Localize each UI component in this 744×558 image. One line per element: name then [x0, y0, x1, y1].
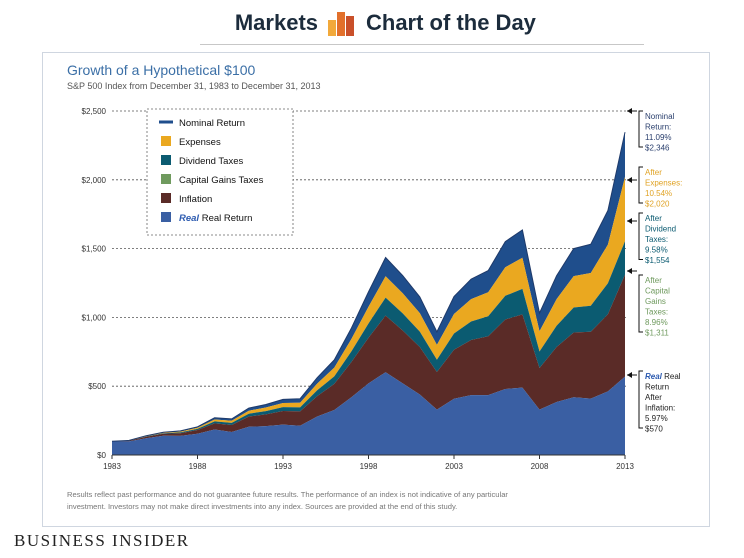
annotation-text: $2,020 [645, 200, 670, 209]
annotation-arrowhead [627, 372, 632, 378]
x-tick-label: 1988 [189, 462, 207, 471]
area-real-return [112, 372, 625, 455]
annotation-text: Dividend [645, 225, 676, 234]
legend-label: Inflation [179, 194, 212, 205]
legend: Nominal Return Expenses Dividend Taxes Capi… [146, 108, 294, 236]
annotation-text: After [645, 393, 662, 402]
annotation-text: Return: [645, 123, 671, 132]
annotation-arrowhead [627, 268, 632, 274]
legend-swatch [161, 174, 171, 184]
x-tick-label: 2013 [616, 462, 634, 471]
nominal-return-line [111, 132, 626, 442]
annotation-text: $1,554 [645, 256, 670, 265]
disclaimer-line: investment. Investors may not make direc… [67, 502, 457, 511]
area-inflation [112, 274, 625, 442]
x-tick-label: 2003 [445, 462, 463, 471]
annotation-text: $1,311 [645, 329, 669, 338]
logo-bar [328, 20, 336, 36]
annotation-bracket [638, 166, 643, 204]
legend-swatch [161, 136, 171, 146]
annotation-text: After [645, 276, 662, 285]
annotation-text: Real Real [645, 372, 681, 381]
business-insider-brand: BUSINESS INSIDER [14, 531, 190, 550]
annotation-text: Nominal [645, 112, 675, 121]
annotation-text: 10.54% [645, 189, 672, 198]
logo-bar [337, 12, 345, 36]
header: Markets Chart of the Day [0, 0, 744, 46]
logo-bar [346, 16, 354, 36]
legend-swatch [161, 193, 171, 203]
disclaimer-line: Results reflect past performance and do … [67, 490, 508, 499]
legend-label: Real Real Return [179, 213, 252, 224]
annotation-text: After [645, 214, 662, 223]
y-tick-label: $2,000 [82, 176, 107, 185]
y-tick-label: $2,500 [82, 107, 107, 116]
chart-of-the-day-title: Chart of the Day [366, 10, 536, 35]
annotation-text: Capital [645, 287, 670, 296]
annotation-text: Return [645, 383, 669, 392]
y-tick-label: $1,500 [82, 245, 107, 254]
bar-chart-logo-icon [328, 12, 354, 36]
annotation-text: Gains [645, 297, 666, 306]
annotation-text: Taxes: [645, 308, 668, 317]
y-tick-label: $0 [97, 451, 106, 460]
axes: $0 $500 $1,000 $1,500 $2,000 $2,500 1983 1988 19… [82, 107, 635, 471]
annotation-text: Taxes: [645, 235, 668, 244]
annotation-text: After [645, 168, 662, 177]
legend-swatch [161, 155, 171, 165]
annotation-italic-prefix: Real [645, 372, 663, 381]
annotation-arrowhead [627, 108, 632, 114]
annotation-text: 8.96% [645, 318, 668, 327]
annotation-text: Expenses: [645, 179, 682, 188]
x-tick-label: 2008 [531, 462, 549, 471]
annotations: Nominal Return:11.09% $2,346 After Expenses:… [627, 108, 682, 434]
annotation-bracket [638, 212, 643, 260]
annotation-arrowhead [627, 177, 632, 183]
annotation-text: 11.09% [645, 133, 672, 142]
legend-label: Capital Gains Taxes [179, 175, 264, 186]
x-tick-label: 1993 [274, 462, 292, 471]
y-tick-label: $500 [88, 382, 106, 391]
chart-subtitle: S&P 500 Index from December 31, 1983 to … [67, 81, 321, 91]
annotation-text: 5.97% [645, 414, 668, 423]
legend-label: Dividend Taxes [179, 156, 244, 167]
legend-swatch [161, 212, 171, 222]
annotation-bracket [638, 274, 643, 333]
legend-label-text: Real Return [202, 213, 253, 224]
annotation-bracket [638, 110, 643, 148]
legend-box [146, 108, 294, 236]
y-tick-label: $1,000 [82, 313, 107, 322]
header-divider [200, 44, 644, 45]
annotation-text: Inflation: [645, 404, 675, 413]
area-expenses [112, 177, 625, 442]
chart-card: Growth of a Hypothetical $100 S&P 500 In… [42, 52, 710, 527]
x-tick-label: 1983 [103, 462, 121, 471]
legend-label-prefix: Real [179, 213, 202, 224]
chart-title: Growth of a Hypothetical $100 [67, 62, 256, 78]
markets-title: Markets [234, 10, 318, 35]
area-series [111, 132, 626, 455]
annotation-text: $570 [645, 425, 663, 434]
chart-svg: Growth of a Hypothetical $100 S&P 500 In… [67, 62, 682, 511]
annotation-text: 9.58% [645, 246, 668, 255]
annotation-text-rest: Real [662, 372, 681, 381]
annotation-bracket [638, 370, 643, 429]
disclaimer-note: Results reflect past performance and do … [67, 490, 508, 511]
annotation-text: $2,346 [645, 144, 670, 153]
legend-label: Expenses [179, 137, 221, 148]
legend-label: Nominal Return [179, 118, 245, 129]
annotation-arrowhead [627, 218, 632, 224]
x-tick-label: 1998 [360, 462, 378, 471]
